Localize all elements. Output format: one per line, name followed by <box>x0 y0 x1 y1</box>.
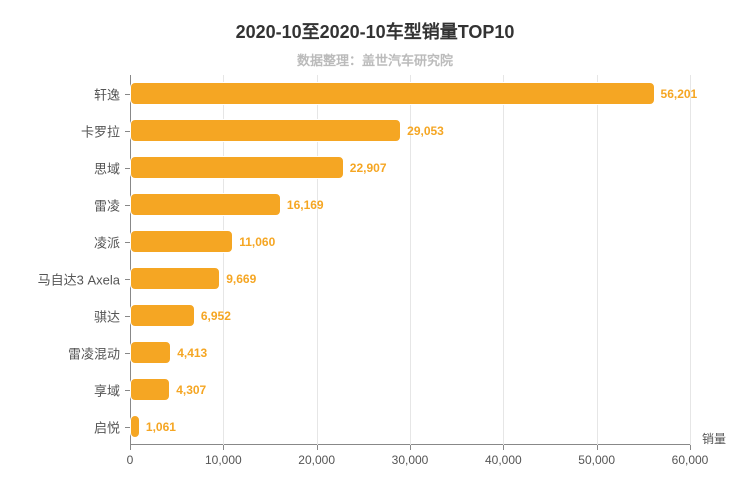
x-tick-label: 30,000 <box>392 453 429 467</box>
bar-row: 雷凌混动4,413 <box>130 334 690 371</box>
x-tick <box>317 445 318 450</box>
chart-subtitle: 数据整理：盖世汽车研究院 <box>0 50 750 69</box>
x-tick <box>690 445 691 450</box>
x-tick-label: 20,000 <box>298 453 335 467</box>
x-tick-label: 60,000 <box>672 453 709 467</box>
plot-area: 销量 010,00020,00030,00040,00050,00060,000… <box>130 75 690 445</box>
x-axis-label: 销量 <box>702 430 726 447</box>
x-tick-label: 40,000 <box>485 453 522 467</box>
bar <box>130 193 281 216</box>
bar-row: 雷凌16,169 <box>130 186 690 223</box>
bar-row: 凌派11,060 <box>130 223 690 260</box>
bar-row: 骐达6,952 <box>130 297 690 334</box>
value-label: 11,060 <box>239 235 275 249</box>
bar <box>130 82 655 105</box>
x-tick <box>503 445 504 450</box>
x-tick-label: 10,000 <box>205 453 242 467</box>
y-category-label: 卡罗拉 <box>81 121 130 140</box>
grid-line <box>690 75 691 445</box>
value-label: 9,669 <box>226 272 256 286</box>
value-label: 56,201 <box>661 87 698 101</box>
bar-row: 轩逸56,201 <box>130 75 690 112</box>
value-label: 1,061 <box>146 420 176 434</box>
y-category-label: 马自达3 Axela <box>38 269 130 288</box>
bar <box>130 156 344 179</box>
bar-row: 思域22,907 <box>130 149 690 186</box>
chart-title: 2020-10至2020-10车型销量TOP10 <box>0 0 750 44</box>
bar-row: 启悦1,061 <box>130 408 690 445</box>
bar <box>130 230 233 253</box>
value-label: 16,169 <box>287 198 324 212</box>
bar <box>130 341 171 364</box>
x-tick <box>223 445 224 450</box>
bar-row: 马自达3 Axela9,669 <box>130 260 690 297</box>
x-tick-label: 0 <box>127 453 134 467</box>
value-label: 6,952 <box>201 309 231 323</box>
bar-row: 卡罗拉29,053 <box>130 112 690 149</box>
bar <box>130 267 220 290</box>
bar <box>130 378 170 401</box>
value-label: 22,907 <box>350 161 387 175</box>
value-label: 4,307 <box>176 383 206 397</box>
chart-container: 2020-10至2020-10车型销量TOP10 数据整理：盖世汽车研究院 销量… <box>0 0 750 500</box>
x-tick <box>130 445 131 450</box>
value-label: 29,053 <box>407 124 444 138</box>
bar-row: 享域4,307 <box>130 371 690 408</box>
x-tick <box>410 445 411 450</box>
y-category-label: 雷凌混动 <box>68 343 130 362</box>
x-tick <box>597 445 598 450</box>
bar <box>130 415 140 438</box>
bar <box>130 119 401 142</box>
bar <box>130 304 195 327</box>
value-label: 4,413 <box>177 346 207 360</box>
x-tick-label: 50,000 <box>578 453 615 467</box>
